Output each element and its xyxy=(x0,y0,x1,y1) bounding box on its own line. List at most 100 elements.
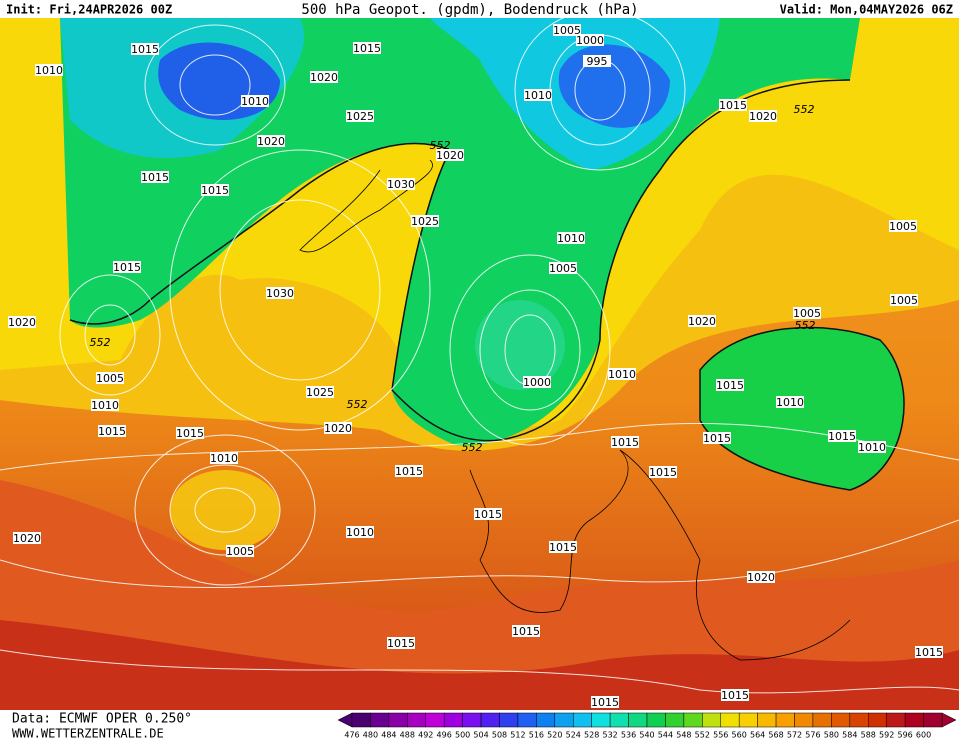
label-box xyxy=(35,64,63,76)
label-box xyxy=(828,430,856,442)
contour-label: 552 xyxy=(462,441,483,454)
isobar-label: 1005 xyxy=(226,545,254,558)
isobar-label: 1000 xyxy=(576,34,604,47)
isobar-value: 1020 xyxy=(324,422,352,435)
colorbar-swatch xyxy=(868,712,887,728)
isobar-label: 995 xyxy=(583,55,611,68)
colorbar-label: 580 xyxy=(824,731,839,740)
label-box xyxy=(889,220,917,232)
colorbar-swatch xyxy=(794,712,814,728)
isobar-value: 1020 xyxy=(13,532,41,545)
isobar-label: 1015 xyxy=(591,696,619,709)
isobar-label: 1015 xyxy=(716,379,744,392)
isobar-value: 1015 xyxy=(649,466,677,479)
isobar-value: 1015 xyxy=(98,425,126,438)
isobar-label: 1015 xyxy=(611,436,639,449)
label-box xyxy=(591,696,619,708)
label-box xyxy=(890,294,918,306)
isobar-value: 1015 xyxy=(915,646,943,659)
isobar-label: 1015 xyxy=(113,261,141,274)
colorbar-label: 508 xyxy=(492,731,507,740)
isobar-label: 1005 xyxy=(793,307,821,320)
isobar-label: 1005 xyxy=(549,262,577,275)
isobar-label: 1010 xyxy=(557,232,585,245)
colorbar-swatch xyxy=(370,712,390,728)
isobar-label: 1015 xyxy=(387,637,415,650)
label-box xyxy=(549,262,577,274)
colorbar-swatch xyxy=(480,712,500,728)
contour-label: 552 xyxy=(794,103,815,116)
init-time: Init: Fri,24APR2026 00Z xyxy=(6,3,172,17)
isobar-label: 1010 xyxy=(91,399,119,412)
label-box xyxy=(387,637,415,649)
label-box xyxy=(523,376,551,388)
colorbar-label: 528 xyxy=(584,731,599,740)
colorbar-swatch xyxy=(904,712,924,728)
isobar-value: 1015 xyxy=(353,42,381,55)
colorbar-swatch xyxy=(757,712,777,728)
colorbar-label: 520 xyxy=(547,731,562,740)
colorbar-swatch xyxy=(831,712,851,728)
label-box xyxy=(749,110,777,122)
colorbar-label: 516 xyxy=(529,731,544,740)
label-box xyxy=(310,71,338,83)
isobar-value: 1010 xyxy=(557,232,585,245)
label-box xyxy=(176,427,204,439)
label-box xyxy=(141,171,169,183)
colorbar-label: 600 xyxy=(916,731,931,740)
isobar-value: 1020 xyxy=(749,110,777,123)
isobar-value: 1015 xyxy=(474,508,502,521)
isobar-value: 1025 xyxy=(346,110,374,123)
isobar-label: 1005 xyxy=(889,220,917,233)
colorbar-label: 488 xyxy=(400,731,415,740)
isobar-value: 1005 xyxy=(96,372,124,385)
colorbar-swatch xyxy=(536,712,556,728)
isobar-label: 1025 xyxy=(411,215,439,228)
isobar-label: 1015 xyxy=(719,99,747,112)
isobar-value: 1010 xyxy=(91,399,119,412)
label-box xyxy=(395,465,423,477)
isobar-label: 1030 xyxy=(266,287,294,300)
colorbar-label: 496 xyxy=(437,731,452,740)
isobar-value: 1015 xyxy=(828,430,856,443)
label-box xyxy=(776,396,804,408)
colorbar-label: 500 xyxy=(455,731,470,740)
label-box xyxy=(13,532,41,544)
isobar-value: 1005 xyxy=(793,307,821,320)
isobar-value: 1010 xyxy=(241,95,269,108)
colorbar-swatch xyxy=(923,712,943,728)
label-box xyxy=(747,571,775,583)
label-box xyxy=(346,526,374,538)
colorbar-swatch xyxy=(462,712,482,728)
isobar-label: 1015 xyxy=(703,432,731,445)
isobar-value: 1015 xyxy=(387,637,415,650)
coastlines xyxy=(299,159,851,661)
contour-label: 552 xyxy=(347,398,368,411)
isobar-value: 1010 xyxy=(210,452,238,465)
isobar-label: 1010 xyxy=(858,441,886,454)
isobar-label: 1015 xyxy=(395,465,423,478)
isobar-value: 1005 xyxy=(226,545,254,558)
colorbar-label: 480 xyxy=(363,731,378,740)
colorbar-swatch xyxy=(443,712,463,728)
isobar-label: 1015 xyxy=(512,625,540,638)
isobar-value: 1015 xyxy=(131,43,159,56)
label-box xyxy=(257,135,285,147)
isobar-label: 1010 xyxy=(776,396,804,409)
isobar-label: 1005 xyxy=(553,24,581,37)
isobar-value: 1015 xyxy=(716,379,744,392)
isobar-value: 1015 xyxy=(512,625,540,638)
colorbar-swatch xyxy=(720,712,740,728)
isobar-label: 1010 xyxy=(346,526,374,539)
label-box xyxy=(557,232,585,244)
label-box xyxy=(241,95,269,107)
label-box xyxy=(512,625,540,637)
valid-time: Valid: Mon,04MAY2026 06Z xyxy=(780,3,953,17)
isobar-label: 1030 xyxy=(387,178,415,191)
colorbar-swatch xyxy=(388,712,408,728)
label-box xyxy=(719,99,747,111)
isobar-value: 1005 xyxy=(889,220,917,233)
isobar-label: 1015 xyxy=(141,171,169,184)
label-box xyxy=(649,466,677,478)
